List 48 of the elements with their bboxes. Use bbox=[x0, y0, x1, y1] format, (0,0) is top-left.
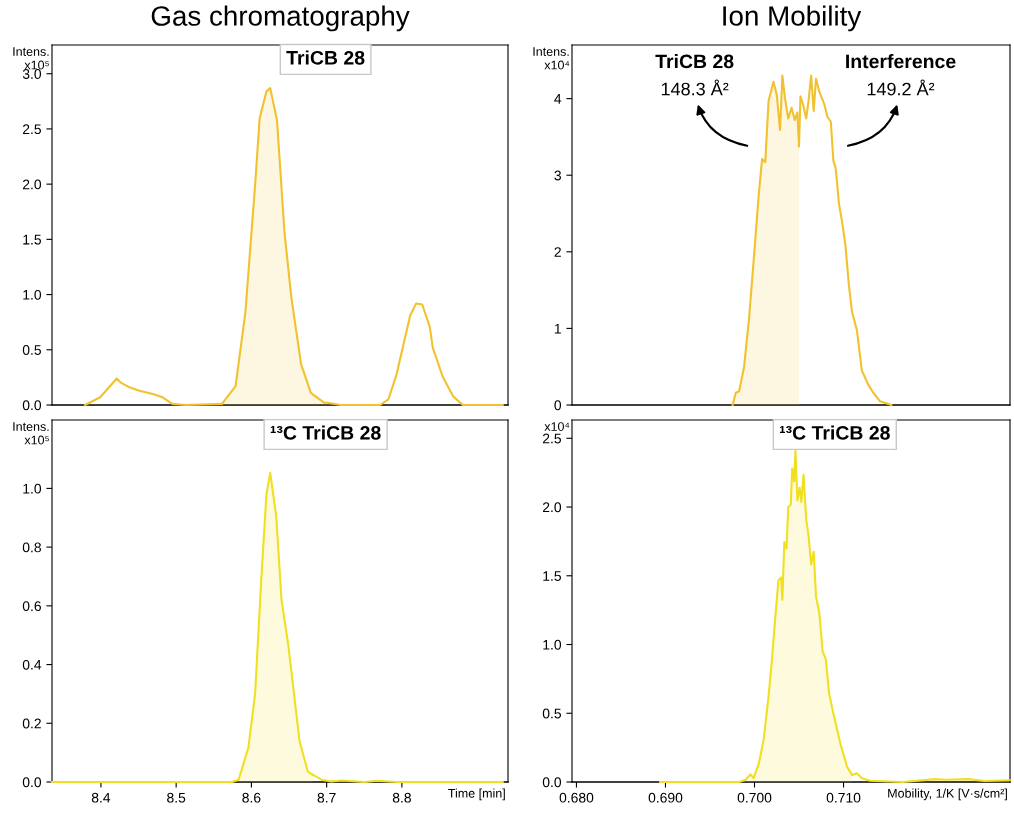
y-tick-label: 0.5 bbox=[542, 708, 561, 719]
x-axis-title: Time [min] bbox=[448, 788, 505, 801]
y-tick-label: 1.5 bbox=[543, 571, 561, 581]
y-axis-title: Intens. x10⁴ bbox=[533, 47, 570, 70]
y-tick-label: 1.0 bbox=[23, 483, 42, 494]
y-axis-title: Intens. x10⁵ bbox=[13, 47, 49, 70]
y-tick-label: 3 bbox=[554, 170, 561, 181]
y-tick-label: 2.5 bbox=[22, 124, 41, 135]
y-tick-label: 2.0 bbox=[22, 179, 42, 190]
annotation: 149.2 Å² bbox=[867, 79, 935, 96]
x-tick-label: 8.4 bbox=[91, 792, 111, 803]
y-tick-label: 0.4 bbox=[22, 659, 42, 670]
y-tick-label: 1.5 bbox=[23, 234, 41, 245]
y-tick-label: 0.6 bbox=[22, 601, 41, 612]
y-tick-label: 0 bbox=[554, 400, 562, 411]
x-tick-label: 0.680 bbox=[559, 792, 594, 803]
annotation: TriCB 28 bbox=[286, 50, 365, 65]
y-tick-label: 2.5 bbox=[542, 433, 561, 444]
annotation: Interference bbox=[846, 54, 956, 69]
x-tick-label: 0.690 bbox=[648, 792, 683, 803]
annotation: ¹³C TriCB 28 bbox=[270, 425, 381, 440]
annotation: TriCB 28 bbox=[655, 54, 734, 69]
annotation: ¹³C TriCB 28 bbox=[779, 425, 890, 440]
y-tick-label: 0.0 bbox=[22, 400, 42, 411]
y-tick-label: 4 bbox=[554, 94, 562, 104]
chart-title: Gas chromatography bbox=[151, 5, 410, 32]
y-tick-label: 0.0 bbox=[22, 777, 42, 788]
y-tick-label: 1.0 bbox=[543, 639, 562, 650]
x-tick-label: 8.8 bbox=[392, 792, 411, 803]
x-tick-label: 8.7 bbox=[317, 792, 336, 803]
x-tick-label: 0.710 bbox=[826, 792, 861, 803]
y-axis-title: Intens. x10⁵ bbox=[13, 422, 49, 445]
y-tick-label: 0.2 bbox=[22, 718, 41, 729]
y-tick-label: 0.8 bbox=[22, 542, 41, 553]
y-tick-label: 3.0 bbox=[22, 69, 42, 79]
x-axis-title: Mobility, 1/K [V·s/cm²] bbox=[888, 788, 1007, 801]
y-tick-label: 1 bbox=[554, 323, 561, 334]
x-tick-label: 8.6 bbox=[242, 792, 261, 803]
chart-title: Ion Mobility bbox=[723, 5, 862, 32]
x-tick-label: 8.5 bbox=[167, 792, 186, 803]
y-tick-label: 2.0 bbox=[542, 502, 562, 513]
y-tick-label: 0.0 bbox=[542, 777, 562, 788]
y-axis-title: x10⁴ bbox=[544, 422, 570, 431]
y-tick-label: 0.5 bbox=[22, 345, 41, 355]
y-tick-label: 1.0 bbox=[23, 289, 42, 300]
x-tick-label: 0.700 bbox=[737, 792, 772, 803]
annotation: 148.3 Å² bbox=[661, 79, 729, 96]
y-tick-label: 2 bbox=[554, 247, 561, 257]
